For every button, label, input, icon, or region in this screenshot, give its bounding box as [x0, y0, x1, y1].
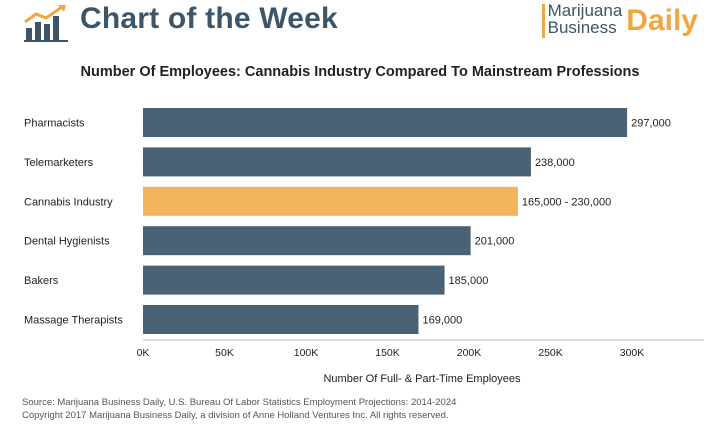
source-line: Source: Marijuana Business Daily, U.S. B…	[22, 397, 457, 408]
bar	[143, 305, 419, 334]
category-label: Telemarketers	[24, 157, 94, 169]
copyright-line: Copyright 2017 Marijuana Business Daily,…	[22, 410, 449, 421]
x-axis-label: Number Of Full- & Part-Time Employees	[323, 373, 521, 385]
brand-line1: Marijuana	[547, 1, 623, 20]
category-label: Massage Therapists	[24, 315, 123, 327]
bar	[143, 108, 628, 137]
x-tick-label: 200K	[457, 347, 482, 359]
brand-line2: Business	[547, 18, 617, 37]
data-label: 238,000	[535, 157, 575, 169]
header: Chart of the Week Marijuana Business Dai…	[0, 0, 720, 48]
data-label: 185,000	[449, 275, 489, 287]
bar	[143, 226, 471, 256]
x-tick-label: 100K	[294, 347, 319, 359]
brand-accent-bar	[541, 4, 545, 38]
x-tick-label: 50K	[215, 347, 234, 359]
source-note: Source: Marijuana Business Daily, U.S. B…	[22, 396, 456, 422]
data-label: 201,000	[475, 236, 515, 248]
x-tick-label: 0K	[137, 347, 150, 359]
bar	[143, 186, 518, 216]
bar	[143, 265, 445, 295]
chart-title: Number Of Employees: Cannabis Industry C…	[80, 64, 640, 80]
x-tick-label: 300K	[620, 347, 645, 359]
brand-logo: Marijuana Business Daily	[541, 1, 698, 38]
category-label: Pharmacists	[24, 118, 85, 130]
category-label: Dental Hygienists	[24, 236, 110, 248]
bar-chart-trend-icon	[24, 5, 68, 42]
brand-accent: Daily	[626, 4, 698, 37]
data-label: 165,000 - 230,000	[522, 196, 611, 208]
data-label: 297,000	[631, 118, 671, 130]
x-tick-label: 250K	[538, 347, 563, 359]
category-label: Cannabis Industry	[24, 196, 113, 208]
bar	[143, 147, 531, 177]
x-tick-label: 150K	[375, 347, 400, 359]
category-label: Bakers	[24, 275, 59, 287]
page-title: Chart of the Week	[80, 2, 338, 35]
bar-chart: Pharmacists 297,000 Telemarketers 238,000 Ca…	[24, 108, 704, 385]
data-label: 169,000	[422, 315, 462, 327]
